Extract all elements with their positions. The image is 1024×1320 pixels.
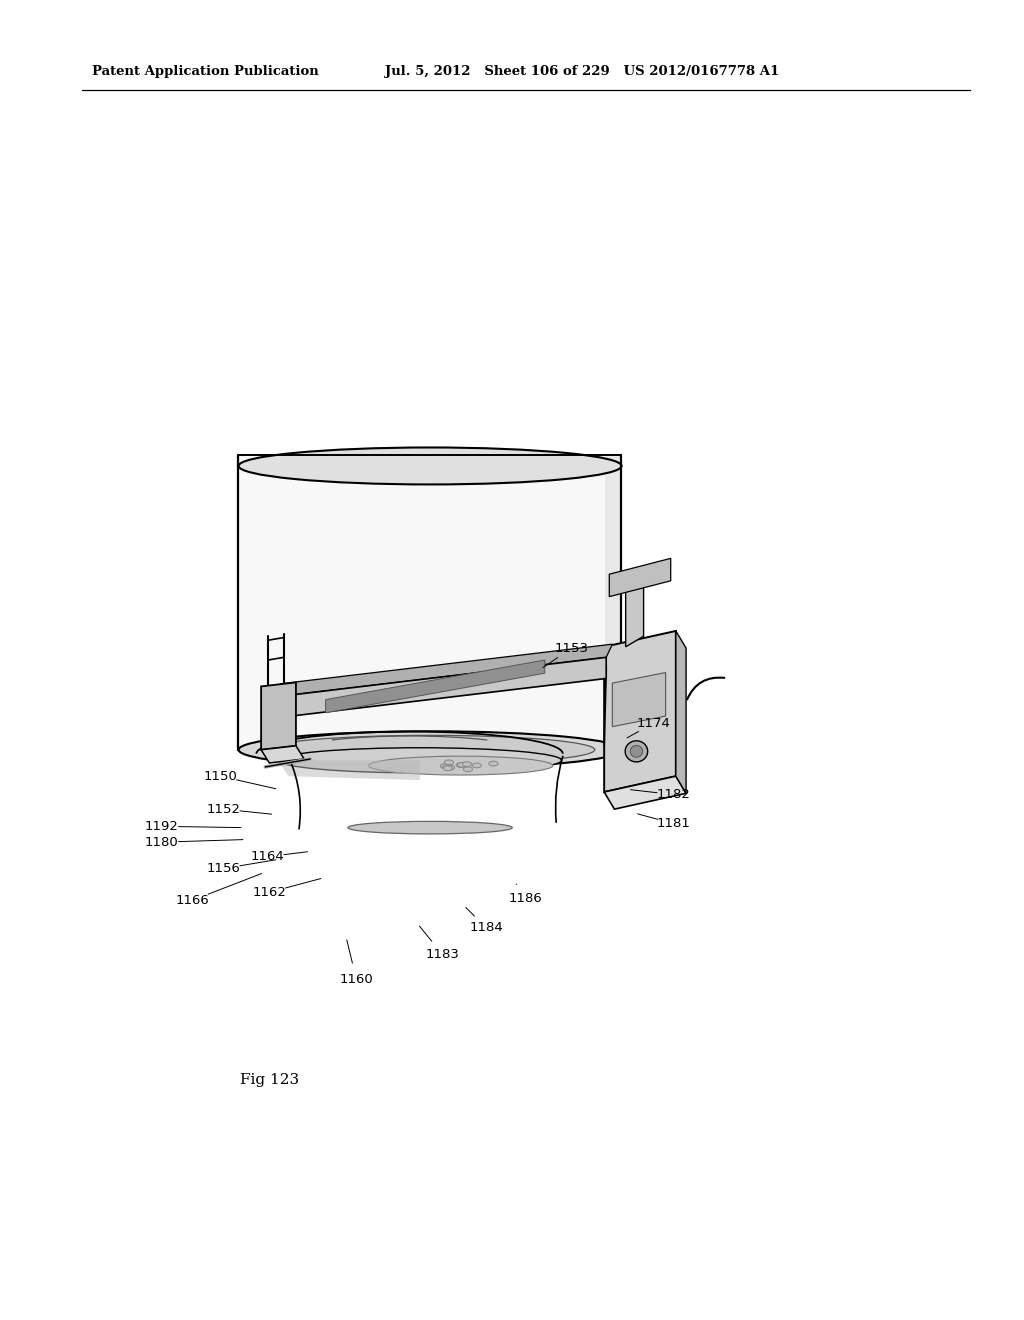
- Text: 1156: 1156: [206, 862, 241, 875]
- Polygon shape: [261, 746, 304, 763]
- Text: 1174: 1174: [636, 717, 671, 730]
- Polygon shape: [605, 455, 621, 750]
- Text: 1162: 1162: [252, 886, 287, 899]
- Text: 1164: 1164: [251, 850, 284, 863]
- Text: 1182: 1182: [656, 788, 691, 801]
- Text: Fig 123: Fig 123: [241, 1073, 300, 1086]
- Ellipse shape: [265, 735, 595, 764]
- Polygon shape: [274, 657, 606, 718]
- Polygon shape: [609, 558, 671, 597]
- Polygon shape: [612, 672, 666, 726]
- Polygon shape: [604, 776, 686, 809]
- Ellipse shape: [630, 746, 643, 758]
- Polygon shape: [238, 455, 621, 750]
- Text: 1184: 1184: [470, 921, 503, 935]
- Ellipse shape: [472, 763, 481, 768]
- Ellipse shape: [443, 766, 453, 771]
- Ellipse shape: [463, 767, 472, 772]
- Ellipse shape: [458, 763, 467, 767]
- Text: Patent Application Publication: Patent Application Publication: [92, 66, 318, 78]
- Text: 1183: 1183: [425, 948, 460, 961]
- Ellipse shape: [442, 764, 452, 770]
- Ellipse shape: [625, 741, 647, 762]
- Text: 1152: 1152: [206, 803, 241, 816]
- Polygon shape: [279, 760, 420, 780]
- Text: 1192: 1192: [144, 820, 179, 833]
- Ellipse shape: [456, 763, 465, 767]
- Ellipse shape: [369, 756, 553, 775]
- Polygon shape: [676, 631, 686, 793]
- Polygon shape: [274, 644, 612, 697]
- Text: 1180: 1180: [145, 836, 178, 849]
- Text: 1153: 1153: [554, 642, 589, 655]
- Polygon shape: [261, 682, 296, 750]
- Polygon shape: [626, 568, 643, 647]
- Ellipse shape: [239, 447, 622, 484]
- Text: 1166: 1166: [176, 894, 209, 907]
- Ellipse shape: [239, 731, 622, 768]
- Ellipse shape: [348, 821, 512, 834]
- Ellipse shape: [463, 762, 472, 767]
- Text: 1186: 1186: [509, 892, 542, 906]
- Ellipse shape: [488, 762, 498, 766]
- Text: 1181: 1181: [656, 817, 691, 830]
- Ellipse shape: [444, 760, 454, 764]
- Ellipse shape: [440, 763, 450, 768]
- Ellipse shape: [445, 766, 455, 770]
- Ellipse shape: [279, 747, 561, 774]
- Polygon shape: [604, 631, 676, 792]
- Text: 1150: 1150: [203, 770, 238, 783]
- Text: 1160: 1160: [340, 973, 373, 986]
- Text: Jul. 5, 2012   Sheet 106 of 229   US 2012/0167778 A1: Jul. 5, 2012 Sheet 106 of 229 US 2012/01…: [385, 66, 779, 78]
- Polygon shape: [326, 660, 545, 713]
